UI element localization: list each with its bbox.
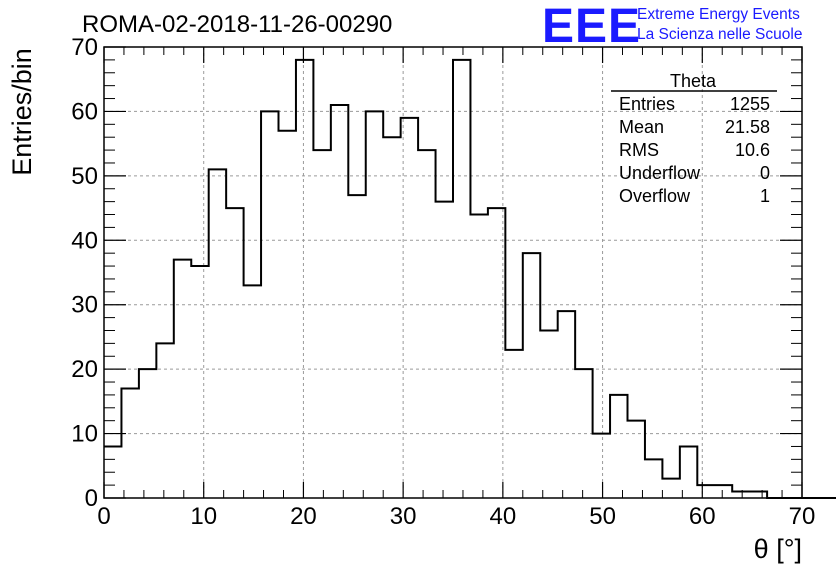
logo-mark: EEE bbox=[542, 0, 641, 53]
stats-value-mean: 21.58 bbox=[725, 117, 770, 137]
y-tick-label: 10 bbox=[71, 421, 98, 448]
histogram-line bbox=[104, 58, 836, 499]
stats-label-overflow: Overflow bbox=[619, 186, 691, 206]
x-tick-label: 10 bbox=[190, 503, 217, 530]
y-tick-label: 30 bbox=[71, 292, 98, 319]
histogram-bin bbox=[418, 150, 435, 498]
histogram-bin bbox=[453, 60, 470, 498]
y-tick-label: 20 bbox=[71, 356, 98, 383]
stats-value-underflow: 0 bbox=[760, 163, 770, 183]
x-tick-label: 30 bbox=[390, 503, 417, 530]
y-tick-label: 60 bbox=[71, 98, 98, 125]
histogram-bin bbox=[436, 202, 453, 498]
histogram-bin bbox=[331, 105, 348, 498]
histogram-bin bbox=[279, 131, 296, 498]
x-tick-label: 50 bbox=[589, 503, 616, 530]
histogram-bin bbox=[174, 260, 191, 498]
histogram-bin bbox=[296, 60, 313, 498]
chart-title: ROMA-02-2018-11-26-00290 bbox=[82, 11, 392, 38]
histogram-bin bbox=[523, 253, 540, 498]
x-tick-label: 70 bbox=[789, 503, 816, 530]
y-tick-label: 50 bbox=[71, 163, 98, 190]
histogram-bin bbox=[121, 388, 138, 498]
x-tick-label: 40 bbox=[490, 503, 517, 530]
histogram-bin bbox=[505, 350, 522, 498]
plot-frame bbox=[103, 46, 803, 499]
y-tick-label: 70 bbox=[71, 34, 98, 61]
histogram-bin bbox=[244, 285, 261, 498]
histogram-bin bbox=[645, 459, 662, 498]
stats-value-rms: 10.6 bbox=[735, 140, 770, 160]
stats-box: Theta Entries 1255 Mean 21.58 RMS 10.6 U… bbox=[611, 71, 777, 206]
histogram-bin bbox=[715, 485, 732, 498]
histogram-bin bbox=[156, 343, 173, 498]
histogram-bin bbox=[470, 215, 487, 498]
stats-title: Theta bbox=[670, 71, 717, 91]
stats-label-underflow: Underflow bbox=[619, 163, 701, 183]
histogram-bin bbox=[662, 479, 679, 498]
eee-logo: EEE Extreme Energy Events La Scienza nel… bbox=[542, 0, 802, 53]
histogram-bin bbox=[575, 369, 592, 498]
x-axis-title: θ [°] bbox=[754, 534, 802, 564]
histogram-bin bbox=[261, 111, 278, 498]
histogram-bin bbox=[226, 208, 243, 498]
logo-line2: La Scienza nelle Scuole bbox=[637, 26, 802, 43]
x-tick-label: 20 bbox=[290, 503, 317, 530]
histogram-bin bbox=[209, 169, 226, 498]
stats-value-entries: 1255 bbox=[730, 94, 770, 114]
histogram-bin bbox=[558, 311, 575, 498]
x-tick-label: 60 bbox=[689, 503, 716, 530]
histogram-bin bbox=[593, 434, 610, 498]
stats-label-rms: RMS bbox=[619, 140, 659, 160]
histogram-bin bbox=[383, 137, 400, 498]
histogram-bin bbox=[313, 150, 330, 498]
histogram-bin bbox=[540, 330, 557, 498]
histogram-bin bbox=[191, 266, 208, 498]
stats-value-overflow: 1 bbox=[760, 186, 770, 206]
y-tick-label: 40 bbox=[71, 227, 98, 254]
stats-label-mean: Mean bbox=[619, 117, 664, 137]
logo-line1: Extreme Energy Events bbox=[637, 6, 800, 23]
stats-label-entries: Entries bbox=[619, 94, 675, 114]
histogram-bin bbox=[610, 395, 627, 498]
y-tick-label: 0 bbox=[85, 485, 98, 512]
histogram-bin bbox=[697, 485, 714, 498]
y-axis-title: Entries/bin bbox=[7, 48, 37, 176]
histogram-bin bbox=[628, 421, 645, 498]
x-tick-label: 0 bbox=[97, 503, 110, 530]
